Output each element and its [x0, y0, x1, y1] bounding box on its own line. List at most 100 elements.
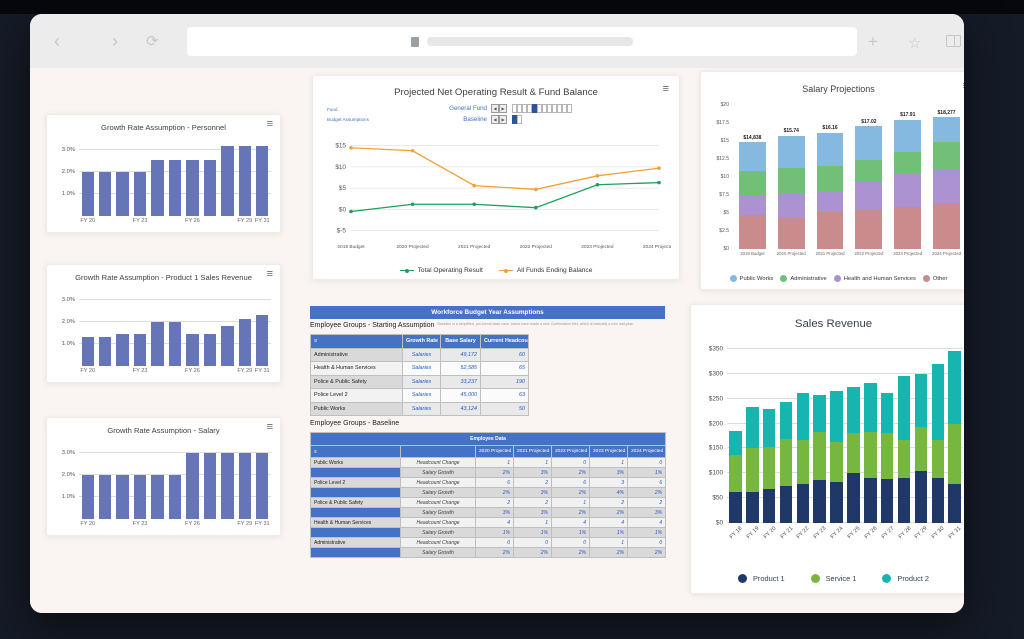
salary-growth-value[interactable]: 2%: [551, 547, 590, 558]
fund-position-cell[interactable]: [512, 104, 517, 113]
headcount-value[interactable]: 190: [480, 374, 529, 389]
salary-growth-value[interactable]: 2%: [589, 547, 628, 558]
growth-rate-link[interactable]: Salaries: [402, 347, 441, 362]
headcount-change-value[interactable]: 1: [589, 537, 628, 548]
legend-item[interactable]: Health and Human Services: [833, 275, 916, 282]
salary-growth-value[interactable]: 3%: [513, 467, 552, 478]
headcount-value[interactable]: 50: [480, 401, 529, 416]
salary-growth-value[interactable]: 1%: [589, 527, 628, 538]
headcount-change-value[interactable]: 1: [589, 457, 628, 468]
base-salary-value[interactable]: 45,000: [440, 388, 481, 403]
salary-growth-value[interactable]: 2%: [551, 487, 590, 498]
salary-growth-value[interactable]: 3%: [475, 507, 514, 518]
fund-position-cell[interactable]: [562, 104, 567, 113]
fund-position-cell[interactable]: [547, 104, 552, 113]
base-salary-value[interactable]: 43,124: [440, 401, 481, 416]
chart-menu-icon[interactable]: ≡: [266, 268, 273, 280]
salary-growth-value[interactable]: 1%: [475, 527, 514, 538]
salary-growth-value[interactable]: 4%: [589, 487, 628, 498]
headcount-change-value[interactable]: 1: [475, 457, 514, 468]
base-salary-value[interactable]: 52,585: [440, 361, 481, 376]
assumption-position-cell[interactable]: [512, 115, 517, 124]
chart-menu-icon[interactable]: ≡: [963, 81, 964, 92]
legend-item[interactable]: Public Works: [729, 275, 773, 282]
legend-item[interactable]: Administrative: [780, 275, 827, 282]
headcount-change-value[interactable]: 0: [551, 537, 590, 548]
fund-position-cell[interactable]: [522, 104, 527, 113]
growth-rate-link[interactable]: Salaries: [402, 388, 441, 403]
growth-rate-link[interactable]: Salaries: [402, 401, 441, 416]
fund-position-cell[interactable]: [552, 104, 557, 113]
fund-next-button[interactable]: ▶: [499, 104, 507, 113]
headcount-change-value[interactable]: 4: [626, 517, 667, 528]
headcount-change-value[interactable]: 6: [551, 477, 590, 488]
headcount-change-value[interactable]: 0: [626, 537, 667, 548]
assumption-next-button[interactable]: ▶: [499, 115, 507, 124]
base-salary-value[interactable]: 33,237: [440, 374, 481, 389]
headcount-change-value[interactable]: 2: [589, 497, 628, 508]
headcount-change-value[interactable]: 0: [626, 457, 667, 468]
bookmark-star-icon[interactable]: ☆: [908, 35, 922, 52]
base-salary-value[interactable]: 49,172: [440, 347, 481, 362]
legend-item[interactable]: Service 1: [810, 574, 856, 583]
headcount-change-value[interactable]: 6: [626, 477, 667, 488]
salary-growth-value[interactable]: 2%: [475, 487, 514, 498]
legend-item[interactable]: Total Operating Result: [399, 267, 483, 274]
fund-position-cell[interactable]: [557, 104, 562, 113]
refresh-icon[interactable]: ⟳: [146, 33, 159, 50]
headcount-change-value[interactable]: 4: [589, 517, 628, 528]
salary-growth-value[interactable]: 1%: [626, 467, 667, 478]
headcount-change-value[interactable]: 3: [589, 477, 628, 488]
fund-position-cell[interactable]: [542, 104, 547, 113]
headcount-change-value[interactable]: 4: [551, 517, 590, 528]
fund-position-cell[interactable]: [532, 104, 537, 113]
fund-position-cell[interactable]: [537, 104, 542, 113]
salary-growth-value[interactable]: 3%: [513, 507, 552, 518]
salary-growth-value[interactable]: 1%: [513, 527, 552, 538]
headcount-change-value[interactable]: 1: [513, 517, 552, 528]
table-menu-icon[interactable]: ≡: [310, 334, 403, 349]
new-tab-icon[interactable]: +: [868, 32, 878, 51]
fund-prev-button[interactable]: ◀: [491, 104, 499, 113]
forward-icon[interactable]: ›: [112, 31, 118, 51]
salary-growth-value[interactable]: 2%: [626, 487, 667, 498]
salary-growth-value[interactable]: 2%: [551, 467, 590, 478]
salary-growth-value[interactable]: 2%: [513, 547, 552, 558]
legend-item[interactable]: All Funds Ending Balance: [498, 267, 592, 274]
fund-position-cell[interactable]: [567, 104, 572, 113]
headcount-change-value[interactable]: 4: [475, 517, 514, 528]
salary-growth-value[interactable]: 3%: [513, 487, 552, 498]
headcount-change-value[interactable]: 1: [513, 457, 552, 468]
assumption-position-cell[interactable]: [517, 115, 522, 124]
salary-growth-value[interactable]: 2%: [626, 547, 667, 558]
chart-menu-icon[interactable]: ≡: [662, 83, 669, 95]
fund-position-cell[interactable]: [527, 104, 532, 113]
headcount-change-value[interactable]: 1: [551, 497, 590, 508]
headcount-change-value[interactable]: 0: [551, 457, 590, 468]
legend-item[interactable]: Product 1: [737, 574, 785, 583]
chart-menu-icon[interactable]: ≡: [266, 421, 273, 433]
headcount-change-value[interactable]: 6: [475, 477, 514, 488]
salary-growth-value[interactable]: 1%: [626, 527, 667, 538]
salary-growth-value[interactable]: 2%: [475, 467, 514, 478]
legend-item[interactable]: Other: [922, 275, 947, 282]
assumption-prev-button[interactable]: ◀: [491, 115, 499, 124]
reading-list-icon[interactable]: [946, 35, 961, 47]
headcount-change-value[interactable]: 2: [626, 497, 667, 508]
salary-growth-value[interactable]: 2%: [475, 547, 514, 558]
fund-position-cell[interactable]: [517, 104, 522, 113]
salary-growth-value[interactable]: 2%: [589, 507, 628, 518]
salary-growth-value[interactable]: 3%: [589, 467, 628, 478]
back-icon[interactable]: ‹: [54, 31, 60, 51]
chart-menu-icon[interactable]: ≡: [266, 118, 273, 130]
salary-growth-value[interactable]: 2%: [551, 507, 590, 518]
headcount-change-value[interactable]: 0: [475, 537, 514, 548]
growth-rate-link[interactable]: Salaries: [402, 374, 441, 389]
headcount-change-value[interactable]: 2: [513, 477, 552, 488]
address-bar[interactable]: [187, 27, 857, 56]
headcount-value[interactable]: 60: [480, 347, 529, 362]
headcount-value[interactable]: 63: [480, 388, 529, 403]
headcount-value[interactable]: 65: [480, 361, 529, 376]
headcount-change-value[interactable]: 2: [475, 497, 514, 508]
headcount-change-value[interactable]: 2: [513, 497, 552, 508]
